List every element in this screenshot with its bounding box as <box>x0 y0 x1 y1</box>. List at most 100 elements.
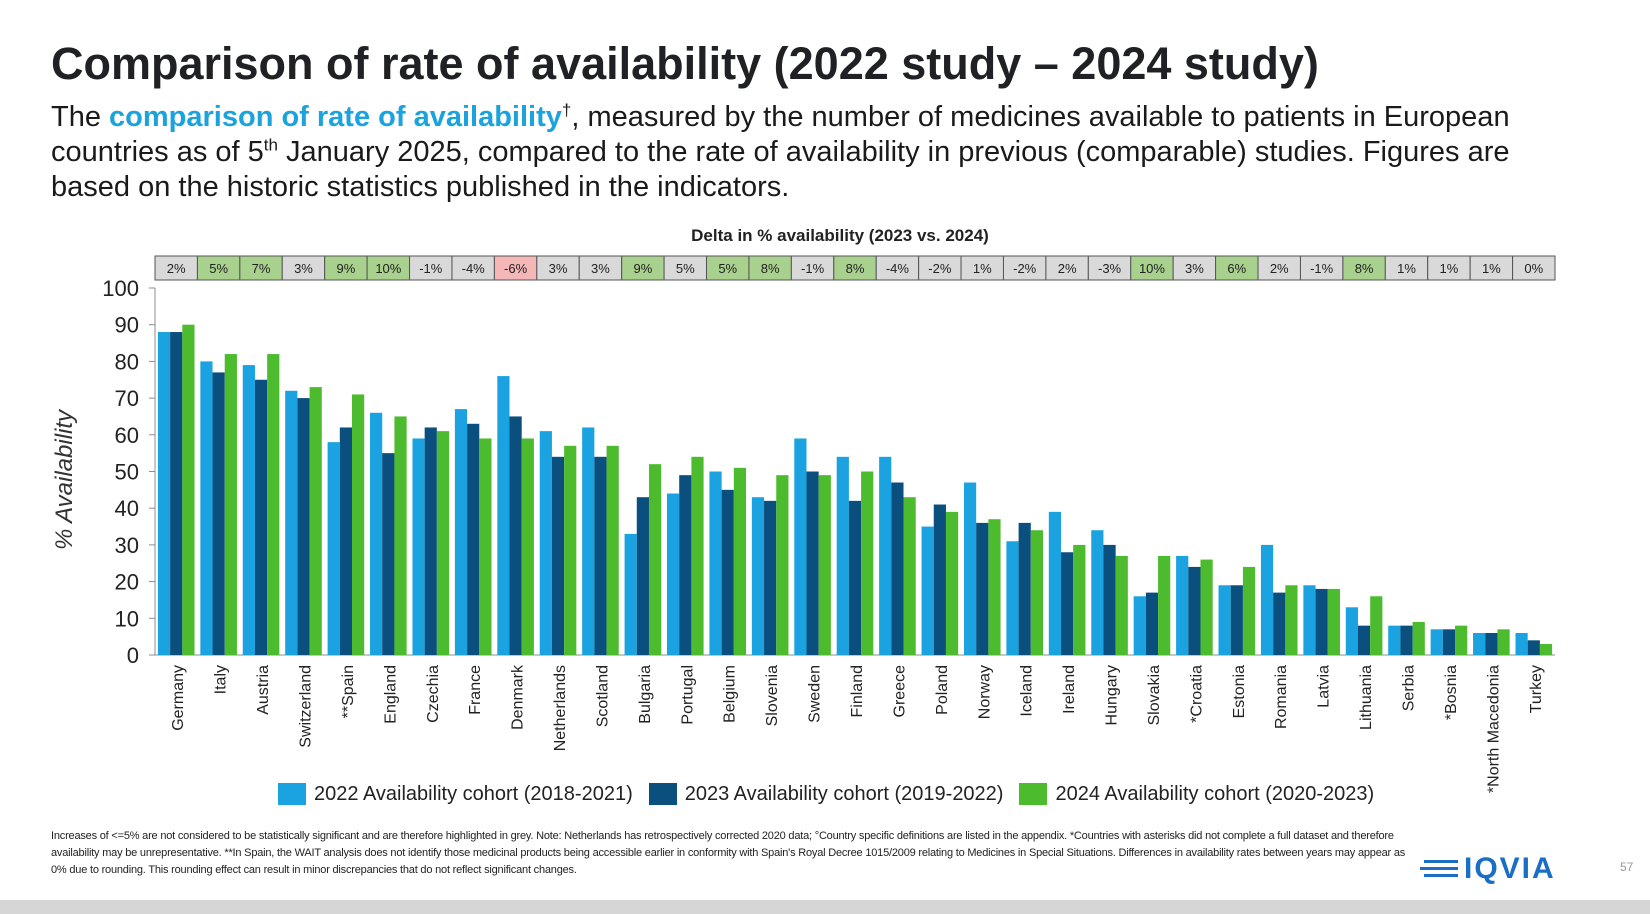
x-tick-label: Norway <box>976 665 993 719</box>
x-tick-label: Slovakia <box>1146 665 1163 726</box>
x-tick-label: *Croatia <box>1188 665 1205 723</box>
delta-label: 5% <box>209 261 228 276</box>
dagger-mark: † <box>561 100 572 120</box>
subtitle-part1: , measured by the number of medicines av… <box>51 101 1510 168</box>
x-tick-label: Slovenia <box>764 665 781 726</box>
bar <box>1455 625 1468 655</box>
delta-label: 9% <box>337 261 356 276</box>
delta-label: 5% <box>676 261 695 276</box>
x-tick-label: Turkey <box>1528 665 1545 713</box>
bar <box>254 379 268 655</box>
bar <box>1370 596 1383 655</box>
x-tick-label: Lithuania <box>1358 665 1375 730</box>
bar <box>1260 544 1274 655</box>
x-tick-label: Poland <box>934 665 951 715</box>
bar <box>836 456 849 655</box>
bar <box>224 354 237 655</box>
bar <box>1527 640 1540 655</box>
delta-label: 8% <box>761 261 780 276</box>
x-tick-label: Portugal <box>679 665 696 725</box>
bar <box>509 416 522 655</box>
bar <box>976 522 989 655</box>
legend: 2022 Availability cohort (2018-2021) 202… <box>278 780 1390 808</box>
y-tick-label: 30 <box>115 533 139 558</box>
legend-label-2024: 2024 Availability cohort (2020-2023) <box>1055 782 1375 805</box>
delta-title: Delta in % availability (2023 vs. 2024) <box>691 226 989 245</box>
availability-chart: Delta in % availability (2023 vs. 2024) … <box>51 226 1556 793</box>
bar <box>988 519 1001 655</box>
bar <box>606 445 619 655</box>
legend-item-2022: 2022 Availability cohort (2018-2021) <box>278 783 633 806</box>
y-tick-label: 100 <box>102 276 139 301</box>
bar <box>1018 522 1031 655</box>
delta-cell <box>239 255 283 281</box>
bar <box>1412 621 1425 655</box>
bar <box>497 376 510 655</box>
delta-label: 1% <box>1440 261 1459 276</box>
bar <box>636 497 649 655</box>
bar <box>806 471 819 655</box>
bar <box>285 390 298 655</box>
bar <box>182 324 195 655</box>
bar <box>412 438 425 655</box>
bar <box>242 365 255 655</box>
legend-swatch-2023 <box>648 783 677 805</box>
delta-label: -1% <box>801 261 825 276</box>
bar <box>691 456 704 655</box>
delta-cell <box>663 255 708 281</box>
bar <box>1485 632 1498 655</box>
delta-label: -4% <box>886 261 910 276</box>
bar <box>1103 544 1116 655</box>
delta-cell <box>1045 255 1089 281</box>
x-tick-label: Serbia <box>1401 665 1418 711</box>
iqvia-logo: IQVIA <box>1418 852 1556 886</box>
bar <box>267 354 280 655</box>
delta-cell <box>366 255 411 281</box>
bar <box>454 409 468 655</box>
delta-label: 3% <box>591 261 610 276</box>
x-tick-label: Denmark <box>510 664 527 730</box>
bar <box>424 427 437 655</box>
bar <box>1303 585 1316 655</box>
delta-cell <box>154 255 198 281</box>
bar <box>861 471 874 655</box>
delta-label: 9% <box>633 261 652 276</box>
bar <box>551 456 565 655</box>
delta-label: 2% <box>1270 261 1289 276</box>
delta-label: 3% <box>549 261 568 276</box>
delta-label: 7% <box>252 261 271 276</box>
bar <box>1315 588 1328 655</box>
bar <box>1473 632 1486 655</box>
x-tick-label: Latvia <box>1316 665 1333 708</box>
bar <box>721 489 734 655</box>
bar <box>1273 592 1286 655</box>
delta-cell <box>409 255 453 281</box>
bar <box>963 482 977 655</box>
bar <box>1176 555 1189 655</box>
bar <box>1442 629 1456 655</box>
delta-cell <box>833 255 877 281</box>
x-tick-label: Austria <box>255 665 272 715</box>
bar <box>436 431 450 655</box>
bar <box>1073 544 1086 655</box>
bar <box>848 500 862 655</box>
bar <box>539 431 552 655</box>
superscript-th: th <box>263 135 278 155</box>
y-tick-label: 50 <box>115 460 139 485</box>
x-tick-label: Hungary <box>1104 665 1121 725</box>
bar <box>764 500 777 655</box>
bar <box>648 464 662 655</box>
x-axis-labels: Germany Italy Austria Switzerland **Spain Eng… <box>170 664 1545 793</box>
bar <box>1133 596 1146 655</box>
bar <box>1539 643 1553 655</box>
x-tick-label: Belgium <box>722 665 739 723</box>
x-tick-label: Scotland <box>594 665 611 727</box>
delta-label: 5% <box>718 261 737 276</box>
bar <box>200 361 213 655</box>
bar <box>1327 588 1340 655</box>
bar <box>1285 585 1298 655</box>
x-tick-label: Finland <box>849 665 866 717</box>
delta-label: 0% <box>1524 261 1543 276</box>
x-tick-label: Iceland <box>1019 665 1036 717</box>
logo-lines-icon <box>1420 860 1458 877</box>
